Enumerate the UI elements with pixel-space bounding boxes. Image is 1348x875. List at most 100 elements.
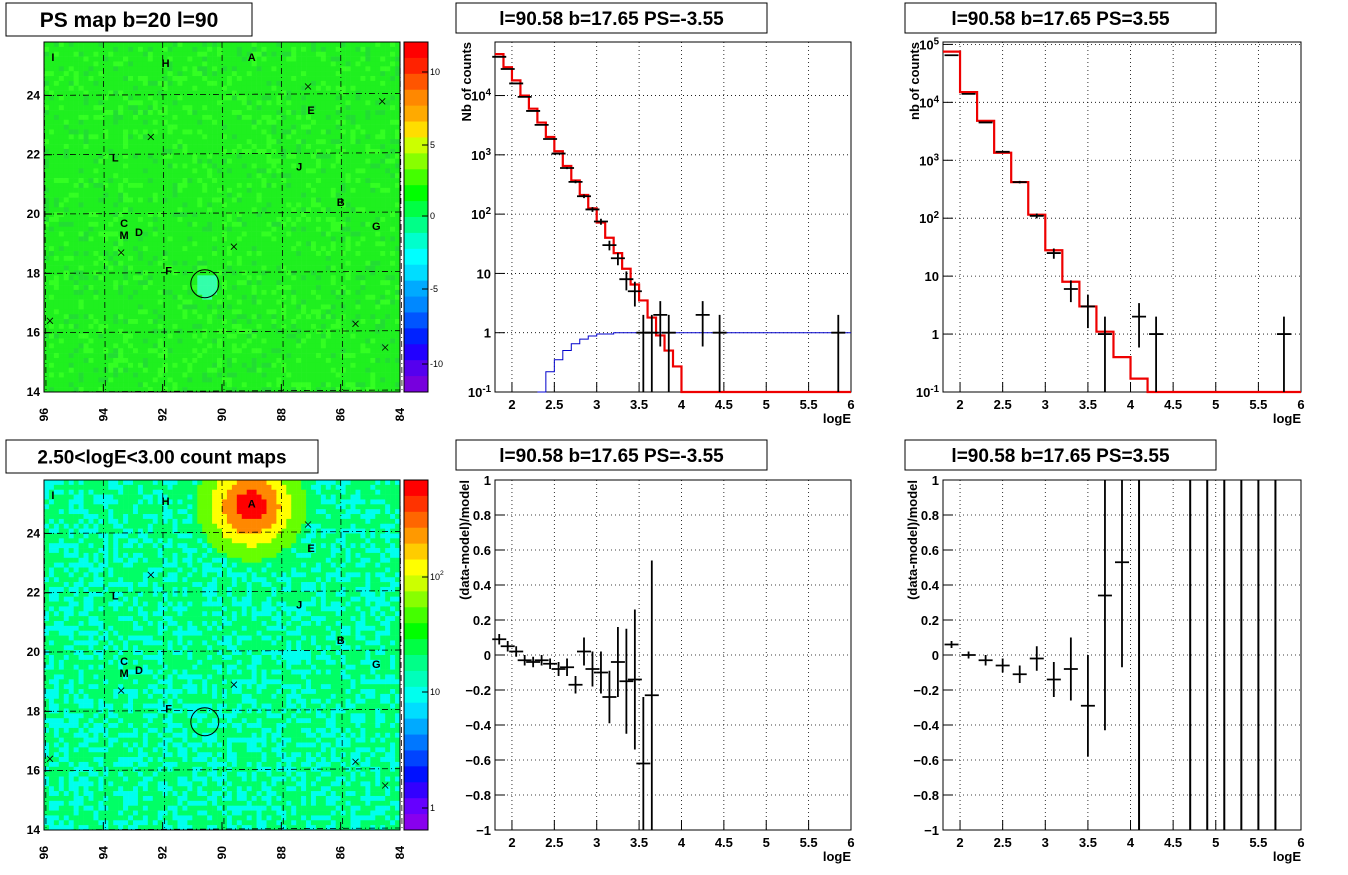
heatmap-cell	[73, 158, 79, 164]
heatmap-cell	[261, 255, 267, 262]
heatmap-cell	[53, 294, 60, 300]
heatmap-cell	[182, 285, 188, 291]
heatmap-cell	[241, 221, 248, 228]
heatmap-cell	[251, 372, 257, 378]
heatmap-cell	[246, 382, 252, 388]
heatmap-cell	[118, 51, 124, 57]
heatmap-cell	[88, 236, 94, 242]
heatmap-cell	[375, 51, 381, 57]
heatmap-cell	[58, 236, 65, 242]
heatmap-cell	[162, 158, 168, 164]
heatmap-cell	[177, 382, 183, 388]
heatmap-cell	[207, 265, 213, 271]
heatmap-cell	[93, 46, 99, 53]
heatmap-cell	[182, 221, 188, 228]
heatmap-cell	[320, 319, 327, 325]
heatmap-cell	[330, 372, 337, 378]
heatmap-cell	[68, 367, 74, 373]
heatmap-cell	[330, 353, 337, 359]
heatmap-cell	[53, 61, 60, 67]
heatmap-cell	[207, 178, 213, 184]
heatmap-cell	[212, 90, 218, 96]
heatmap-cell	[137, 323, 144, 330]
heatmap-cell	[256, 270, 262, 276]
heatmap-cell	[335, 105, 341, 111]
heatmap-cell	[128, 304, 134, 310]
heatmap-cell	[63, 212, 70, 218]
heatmap-cell	[291, 217, 297, 223]
heatmap-cell	[217, 362, 223, 368]
heatmap-cell	[177, 362, 183, 368]
heatmap-cell	[266, 42, 272, 48]
heatmap-cell	[78, 362, 84, 368]
heatmap-cell	[236, 56, 243, 62]
heatmap-cell	[118, 309, 124, 315]
heatmap-cell	[340, 280, 346, 286]
heatmap-cell	[88, 260, 94, 266]
heatmap-cell	[172, 372, 178, 378]
heatmap-cell	[162, 260, 168, 266]
heatmap-cell	[202, 139, 208, 145]
heatmap-cell	[335, 241, 341, 247]
heatmap-cell	[147, 246, 154, 252]
heatmap-cell	[68, 289, 74, 296]
heatmap-cell	[182, 202, 188, 208]
heatmap-cell	[340, 192, 346, 198]
heatmap-cell	[226, 338, 233, 344]
heatmap-cell	[88, 173, 94, 179]
heatmap-cell	[236, 357, 243, 364]
heatmap-cell	[167, 71, 173, 77]
heatmap-cell	[152, 95, 159, 101]
heatmap-cell	[340, 46, 346, 53]
heatmap-cell	[375, 299, 381, 305]
heatmap-cell	[286, 71, 292, 77]
heatmap-cell	[281, 280, 287, 286]
heatmap-cell	[340, 163, 346, 169]
heatmap-cell	[167, 144, 173, 150]
heatmap-cell	[365, 221, 371, 228]
heatmap-cell	[241, 197, 248, 203]
heatmap-cell	[291, 42, 297, 48]
heatmap-cell	[350, 289, 356, 296]
heatmap-cell	[137, 85, 144, 91]
heatmap-cell	[197, 367, 203, 373]
heatmap-cell	[256, 134, 262, 140]
heatmap-cell	[236, 362, 243, 368]
heatmap-cell	[133, 202, 139, 208]
heatmap-cell	[137, 246, 144, 252]
heatmap-cell	[370, 46, 376, 53]
heatmap-cell	[93, 66, 99, 72]
heatmap-cell	[48, 207, 55, 213]
heatmap-cell	[123, 192, 129, 198]
heatmap-cell	[380, 61, 386, 67]
heatmap-cell	[261, 377, 267, 383]
heatmap-cell	[157, 338, 163, 344]
heatmap-cell	[385, 85, 391, 91]
heatmap-cell	[236, 46, 243, 53]
heatmap-cell	[217, 367, 223, 373]
heatmap-cell	[63, 95, 70, 101]
heatmap-cell	[256, 124, 262, 130]
heatmap-cell	[192, 387, 198, 393]
heatmap-cell	[118, 139, 124, 145]
heatmap-cell	[202, 338, 208, 344]
heatmap-cell	[118, 343, 124, 349]
heatmap-cell	[202, 168, 208, 174]
heatmap-cell	[172, 231, 178, 237]
heatmap-cell	[340, 270, 346, 276]
heatmap-cell	[246, 95, 252, 101]
heatmap-cell	[207, 280, 213, 286]
heatmap-cell	[103, 168, 109, 174]
heatmap-cell	[286, 144, 292, 150]
heatmap-cell	[325, 192, 332, 198]
heatmap-cell	[222, 289, 228, 296]
heatmap-cell	[236, 71, 243, 77]
heatmap-cell	[286, 173, 292, 179]
heatmap-cell	[147, 265, 154, 271]
heatmap-cell	[375, 304, 381, 310]
heatmap-cell	[296, 338, 302, 344]
heatmap-cell	[58, 182, 65, 189]
heatmap-cell	[380, 280, 386, 286]
heatmap-cell	[162, 173, 168, 179]
heatmap-cell	[315, 289, 322, 296]
